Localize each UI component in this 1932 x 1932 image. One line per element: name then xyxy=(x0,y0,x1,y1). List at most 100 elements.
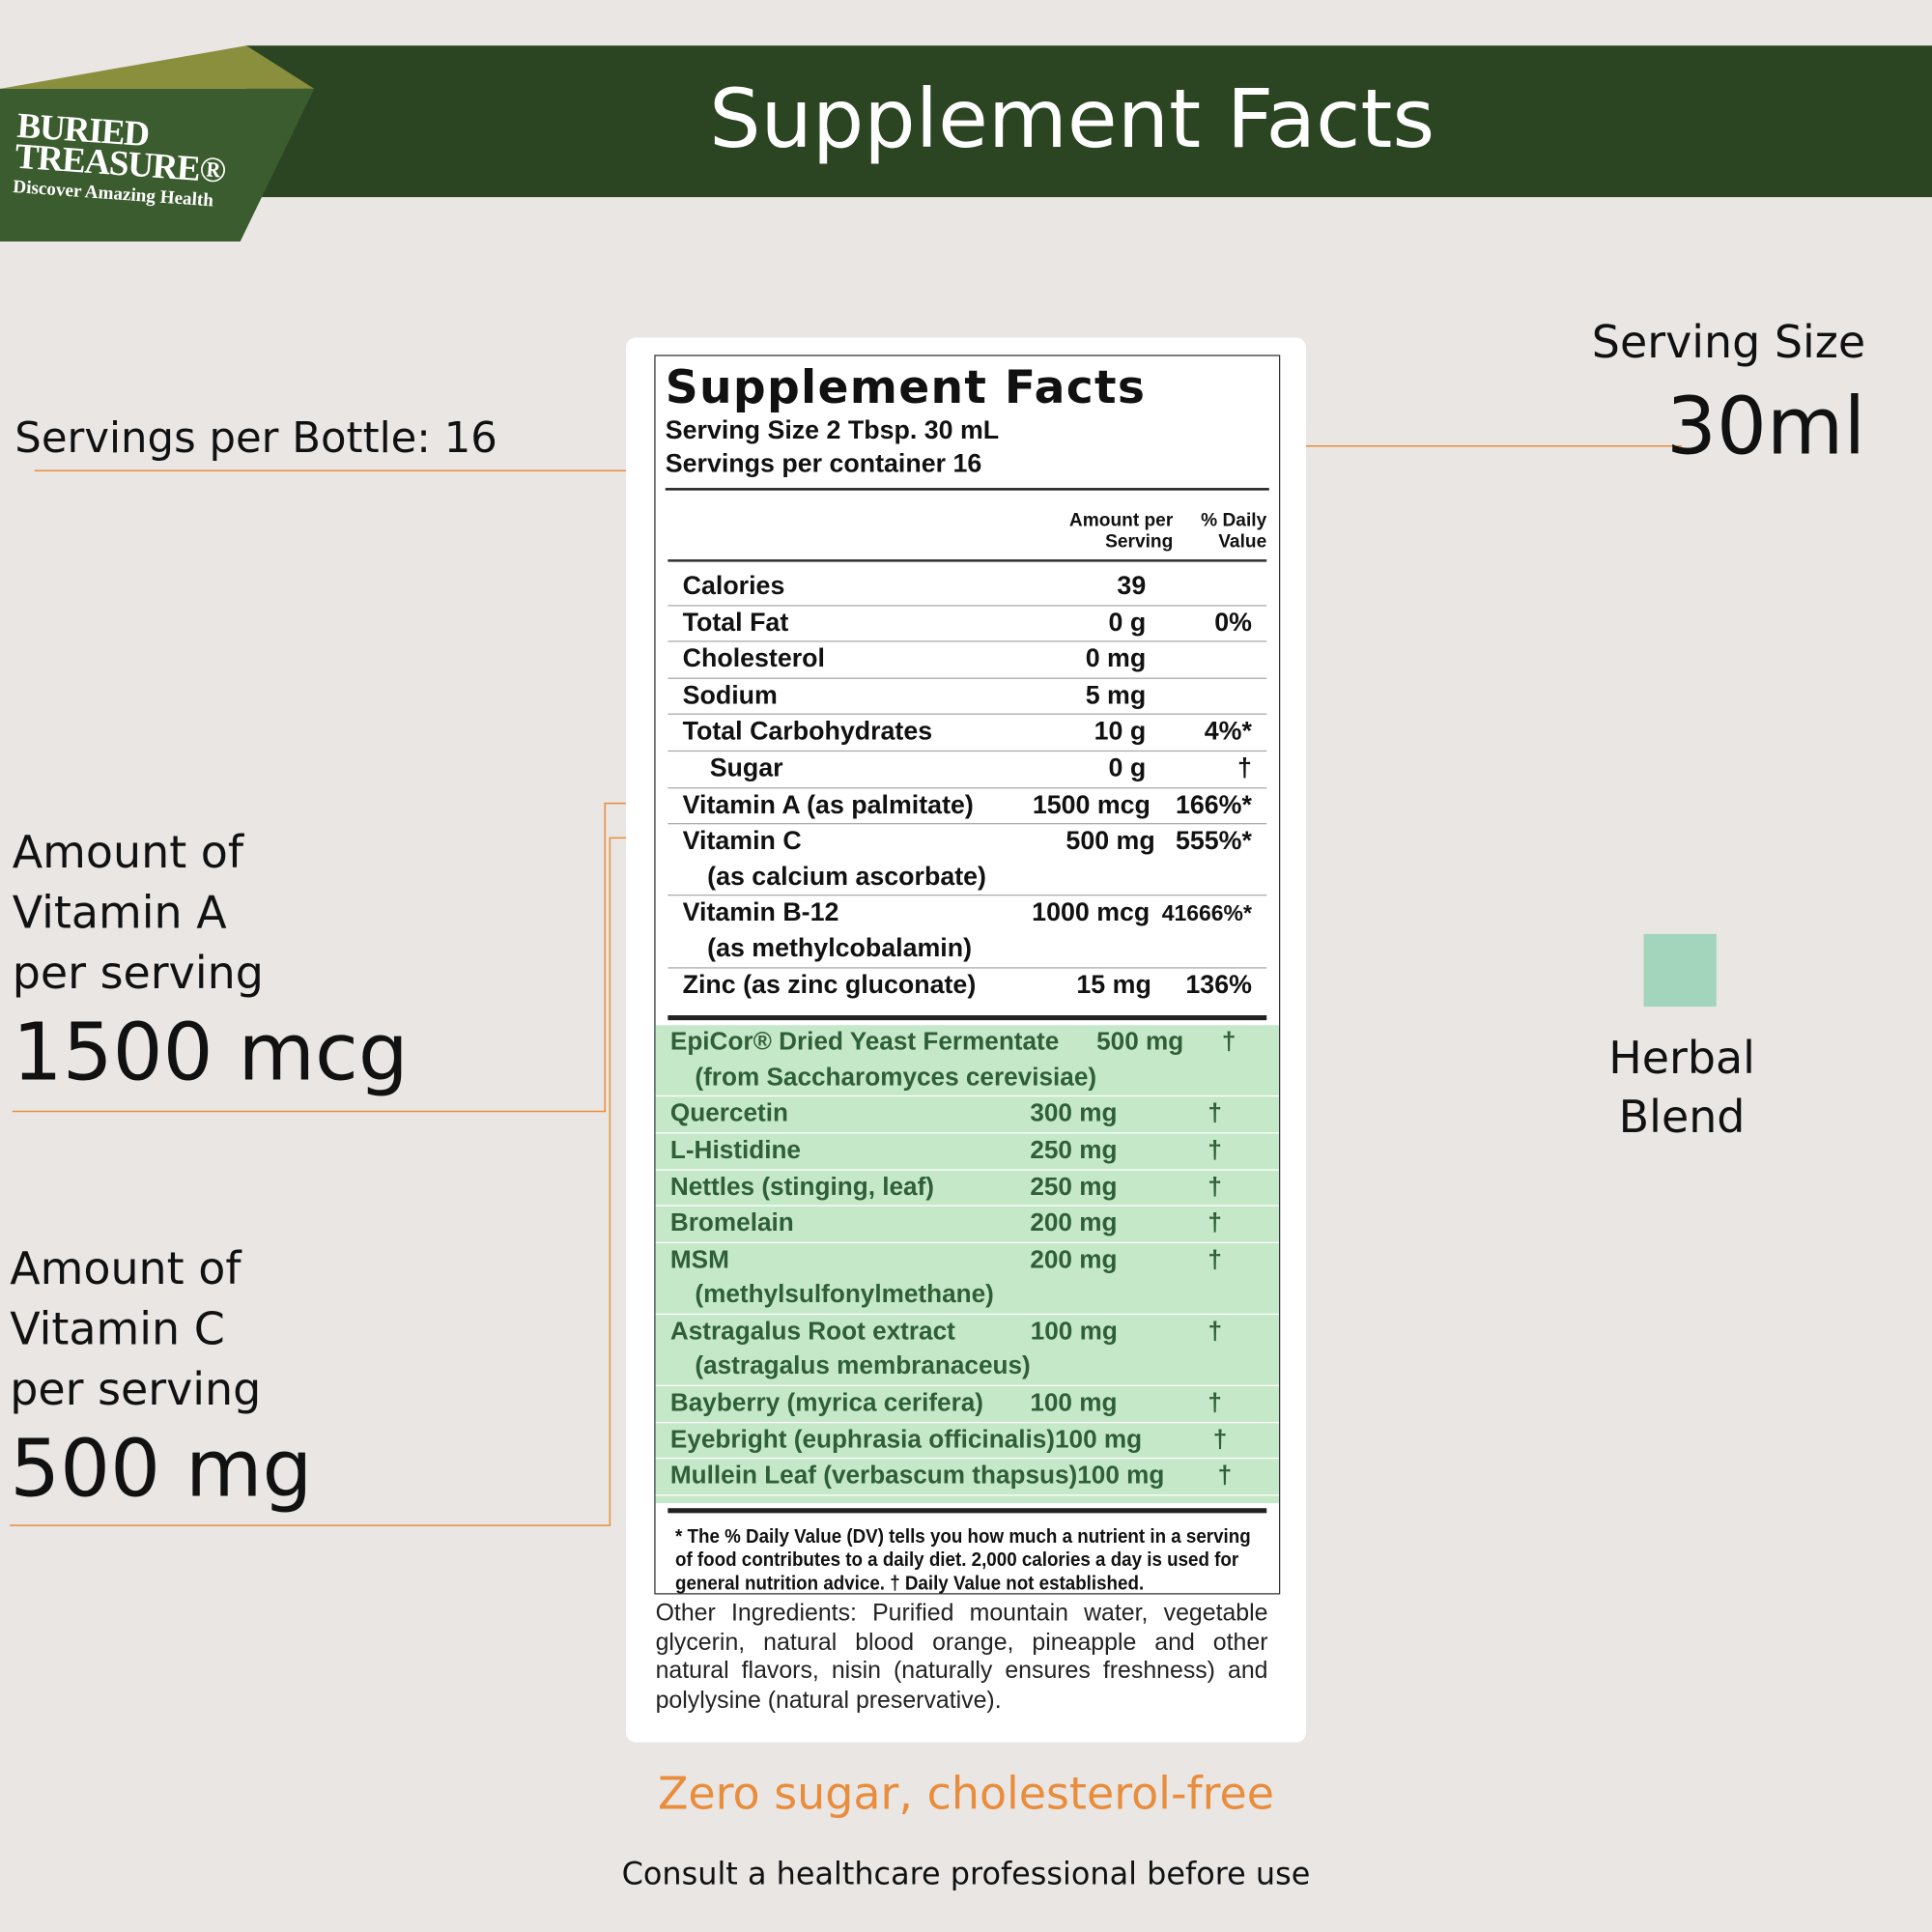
ingredient-cell: Zinc (as zinc gluconate) xyxy=(683,968,977,1003)
ingredient-cell: Quercetin xyxy=(670,1097,1030,1132)
ingredient-source: (as calcium ascorbate) xyxy=(707,862,986,891)
logo-fold xyxy=(0,45,315,89)
ingredient-cell: L-Histidine xyxy=(670,1133,1030,1168)
ingredient-cell: Eyebright (euphrasia officinalis) xyxy=(670,1423,1055,1458)
legend-label: Herbal Blend xyxy=(1608,1034,1755,1144)
amount: 100 mg xyxy=(1077,1462,1165,1491)
amount: 250 mg xyxy=(1030,1135,1118,1165)
ingredient-source: (as methylcobalamin) xyxy=(707,933,973,963)
daily-value: † xyxy=(1208,1317,1223,1346)
disclaimer: Consult a healthcare professional before… xyxy=(621,1855,1311,1891)
ingredient-source: (methylsulfonylmethane) xyxy=(695,1280,994,1309)
callout: Servings per Bottle: 16 xyxy=(14,413,497,464)
amount: 1000 mcg xyxy=(1032,898,1151,927)
blend-rows: EpiCor® Dried Yeast Fermentate (from Sacc… xyxy=(655,1025,1279,1503)
ingredient-cell: Bromelain xyxy=(670,1207,1030,1241)
footnote: * The % Daily Value (DV) tells you how m… xyxy=(674,1526,1251,1595)
amount: 100 mg xyxy=(1030,1388,1118,1417)
ingredient-name: Total Fat xyxy=(682,608,789,637)
facts-panel: Supplement Facts Serving Size 2 Tbsp. 30… xyxy=(654,355,1281,1595)
ingredient-name: Zinc (as zinc gluconate) xyxy=(682,970,977,999)
facts-row: Nettles (stinging, leaf) 250 mg † xyxy=(655,1170,1279,1207)
ingredient-cell: Vitamin A (as palmitate) xyxy=(683,788,974,823)
ingredient-cell: Sodium xyxy=(683,679,961,714)
ingredient-cell: Vitamin B-12 (as methylcobalamin) xyxy=(683,896,972,967)
facts-row: Sodium 5 mg xyxy=(668,679,1267,716)
ingredient-name: Nettles (stinging, leaf) xyxy=(669,1172,935,1201)
callout-label: Serving Size xyxy=(1591,318,1866,369)
amount: 1500 mcg xyxy=(1032,790,1151,819)
ingredient-cell: Bayberry (myrica cerifera) xyxy=(670,1386,1030,1421)
ingredient-name: Vitamin C xyxy=(682,827,802,856)
daily-value: † xyxy=(1208,1172,1222,1201)
facts-row: Zinc (as zinc gluconate) 15 mg 136% xyxy=(668,968,1266,1003)
daily-value: 136% xyxy=(1185,970,1252,999)
callout-label: Amount of Vitamin C per serving xyxy=(10,1244,262,1416)
facts-row: Mullein Leaf (verbascum thapsus) 100 mg † xyxy=(655,1460,1279,1496)
daily-value: † xyxy=(1208,1245,1222,1274)
ingredient-name: MSM xyxy=(669,1245,729,1274)
ingredient-source: (from Saccharomyces cerevisiae) xyxy=(695,1063,1097,1092)
ingredient-name: Total Carbohydrates xyxy=(682,717,933,747)
amount: 200 mg xyxy=(1030,1245,1118,1274)
other-ingredients: Other Ingredients: Purified mountain wat… xyxy=(655,1599,1268,1714)
daily-value: † xyxy=(1208,1135,1222,1165)
ingredient-name: Vitamin A (as palmitate) xyxy=(682,790,974,819)
daily-value: † xyxy=(1208,1099,1222,1128)
nutrient-rows: Calories 39 Total Fat 0 g 0% Cholesterol 0 mg S… xyxy=(668,569,1267,1003)
ingredient-cell: Total Fat xyxy=(683,606,961,640)
ingredient-cell: Nettles (stinging, leaf) xyxy=(670,1170,1030,1205)
facts-row: Bayberry (myrica cerifera) 100 mg † xyxy=(655,1386,1279,1423)
ingredient-cell: EpiCor® Dried Yeast Fermentate (from Sacc… xyxy=(670,1025,1096,1095)
ingredient-name: Bayberry (myrica cerifera) xyxy=(669,1388,984,1417)
facts-row: Vitamin A (as palmitate) 1500 mcg 166%* xyxy=(668,788,1267,825)
callout-label: Amount of Vitamin A per serving xyxy=(12,828,264,1000)
callout-value: 500 mg xyxy=(10,1424,313,1516)
ingredient-name: Quercetin xyxy=(669,1099,788,1128)
facts-row: Sugar 0 g † xyxy=(668,752,1267,788)
amount: 5 mg xyxy=(1085,681,1147,710)
header-band xyxy=(246,45,1932,198)
ingredient-name: EpiCor® Dried Yeast Fermentate xyxy=(669,1027,1060,1057)
ingredient-cell: Sugar xyxy=(683,752,961,786)
daily-value: 166%* xyxy=(1175,790,1252,819)
legend-swatch xyxy=(1643,933,1717,1008)
amount: 15 mg xyxy=(1076,970,1151,999)
amount: 100 mg xyxy=(1054,1425,1143,1454)
ingredient-cell: Mullein Leaf (verbascum thapsus) xyxy=(670,1460,1077,1494)
column-head: % Daily Value xyxy=(1201,510,1267,553)
facts-row: Eyebright (euphrasia officinalis) 100 mg † xyxy=(655,1423,1279,1460)
ingredient-name: Sugar xyxy=(709,753,783,782)
header-title: Supplement Facts xyxy=(709,71,1435,167)
logo-badge xyxy=(0,88,315,242)
facts-row: Vitamin C (as calcium ascorbate) 500 mg 555… xyxy=(668,825,1267,896)
amount: 250 mg xyxy=(1030,1172,1118,1201)
daily-value: † xyxy=(1221,1027,1236,1057)
daily-value: 41666%* xyxy=(1161,900,1252,926)
facts-title: Supplement Facts xyxy=(665,360,1147,414)
ingredient-cell: Total Carbohydrates xyxy=(683,715,961,750)
amount: 500 mg xyxy=(1065,827,1155,856)
amount: 300 mg xyxy=(1030,1099,1118,1128)
facts-row: Total Carbohydrates 10 g 4%* xyxy=(668,715,1267,753)
callout-value: 1500 mcg xyxy=(12,1008,409,1099)
tagline: Zero sugar, cholesterol-free xyxy=(657,1769,1275,1820)
facts-row: Bromelain 200 mg † xyxy=(655,1207,1279,1243)
facts-row: Vitamin B-12 (as methylcobalamin) 1000 mcg… xyxy=(668,896,1267,968)
facts-row: MSM (methylsulfonylmethane) 200 mg † xyxy=(655,1243,1279,1315)
facts-row: Total Fat 0 g 0% xyxy=(668,606,1267,642)
callout-value: 30ml xyxy=(1666,382,1866,473)
facts-row: Astragalus Root extract (astragalus membr… xyxy=(655,1315,1279,1387)
daily-value: 0% xyxy=(1214,608,1252,637)
ingredient-cell: Astragalus Root extract (astragalus membr… xyxy=(670,1315,1031,1385)
ingredient-name: Astragalus Root extract xyxy=(669,1317,955,1346)
logo: BURIED TREASURE® Discover Amazing Health xyxy=(12,106,228,218)
daily-value: † xyxy=(1208,1208,1222,1237)
column-head: Amount per Serving xyxy=(1068,510,1174,553)
daily-value: † xyxy=(1212,1425,1228,1454)
amount: 500 mg xyxy=(1096,1027,1184,1057)
column-heads: Amount per Serving % Daily Value xyxy=(668,510,1267,562)
